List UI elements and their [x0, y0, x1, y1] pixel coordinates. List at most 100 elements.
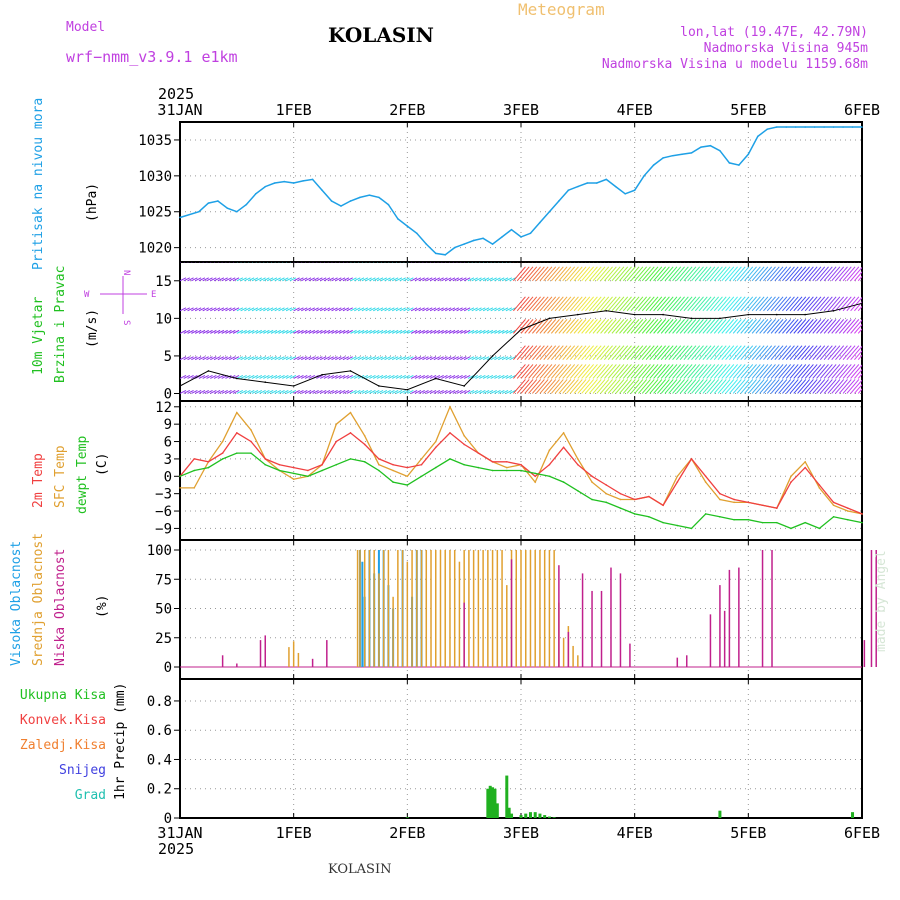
wind-barb: [244, 307, 251, 312]
wind-barb: [357, 307, 365, 312]
pressure-line-point: [397, 218, 399, 220]
wind-barb: [357, 390, 365, 394]
wind-barb: [498, 307, 505, 312]
wind-barb: [577, 266, 591, 282]
wind-barb: [550, 364, 564, 379]
wind-speed-line-point: [463, 385, 465, 387]
t2m-line-point: [477, 452, 480, 454]
wind-barb: [649, 266, 663, 282]
wind-barb: [603, 364, 617, 379]
wind-barb: [327, 277, 334, 282]
wind-barb: [444, 277, 452, 282]
wind-barb: [236, 329, 244, 334]
wind-barb: [206, 277, 213, 282]
t2m-line-point: [349, 432, 352, 434]
wind-barb: [391, 277, 399, 282]
wind-barb: [638, 379, 651, 394]
wind-barb: [198, 375, 206, 379]
wind-barb: [687, 364, 701, 379]
wind-barb: [550, 319, 564, 334]
wind-barb: [679, 364, 693, 379]
wind-barb: [835, 319, 848, 334]
wind-barb: [194, 329, 202, 334]
wind-barb: [395, 356, 403, 361]
wind-barb: [331, 329, 338, 334]
wind-barb: [422, 329, 429, 334]
wind-barb: [763, 296, 776, 312]
wind-barb: [278, 307, 285, 312]
wind-barb: [399, 307, 406, 312]
wind-barb: [770, 319, 784, 334]
wind-barb: [180, 329, 187, 334]
wind-barb: [740, 296, 754, 312]
temp-tick-label: 0: [164, 469, 172, 485]
t2m-line-point: [378, 458, 380, 460]
wind-barb: [596, 379, 610, 394]
wind-barb: [805, 262, 806, 263]
wind-barb: [562, 379, 576, 394]
wind-barb: [354, 307, 361, 312]
wind-barb: [569, 319, 583, 334]
wind-barb: [516, 379, 530, 394]
wind-barb: [509, 329, 516, 334]
pressure-line-point: [321, 189, 323, 192]
wind-barb: [475, 277, 482, 282]
pressure-tick-label: 1020: [138, 241, 172, 257]
wind-barb: [660, 296, 674, 312]
temp-tick-label: 6: [164, 435, 172, 451]
pressure-line-point: [719, 149, 721, 152]
wind-barb: [687, 379, 701, 394]
t2m-line-point: [719, 492, 721, 495]
wind-barb: [835, 296, 848, 312]
wind-barb: [854, 368, 862, 379]
wind-barb: [266, 375, 274, 379]
wind-barb: [460, 356, 467, 361]
wind-barb: [824, 262, 825, 263]
wind-barb: [346, 329, 353, 334]
wind-barb: [194, 390, 202, 394]
wind-barb: [342, 356, 350, 361]
wind-barb: [422, 356, 429, 361]
wind-barb: [498, 277, 505, 282]
cloud-tick-label: 75: [155, 572, 172, 588]
dewpt-line-point: [591, 498, 593, 501]
wind-barb: [426, 307, 433, 312]
wind-barb: [247, 375, 255, 379]
wind-barb: [823, 319, 837, 334]
wind-barb: [691, 364, 704, 379]
wind-barb: [710, 296, 723, 312]
wind-barb: [604, 262, 606, 263]
wind-barb: [513, 379, 526, 394]
sfc-temp-line-point: [463, 434, 465, 437]
wind-barb: [592, 266, 606, 282]
wind-barb: [661, 262, 662, 263]
wind-barb: [782, 319, 795, 334]
wind-barb: [509, 390, 516, 394]
wind-barb: [558, 262, 560, 263]
dewpt-line-point: [520, 469, 522, 472]
wind-speed-line-point: [804, 313, 806, 316]
wind-barb: [365, 375, 372, 379]
wind-barb: [346, 356, 353, 361]
cloud-high-label: Visoka Oblacnost: [9, 541, 24, 666]
wind-barb: [475, 390, 482, 394]
sfc-temp-line-point: [577, 458, 579, 460]
wind-barb: [713, 319, 727, 334]
wind-barb: [194, 277, 202, 282]
wind-barb: [581, 266, 595, 282]
wind-barb: [475, 356, 482, 361]
sfc-temp-line-point: [406, 475, 409, 478]
wind-barb: [679, 319, 693, 334]
wind-barb: [437, 356, 444, 361]
wind-barb: [240, 375, 247, 379]
wind-barb: [437, 307, 444, 312]
wind-barb: [426, 329, 433, 334]
wind-barb: [524, 379, 538, 394]
wind-barb: [588, 345, 602, 361]
wind-barb: [725, 364, 738, 379]
wind-speed-line-point: [207, 370, 210, 372]
wind-barb: [679, 379, 693, 394]
wind-barb: [804, 319, 818, 334]
wind-barb: [676, 262, 678, 263]
wind-barb: [683, 379, 697, 394]
